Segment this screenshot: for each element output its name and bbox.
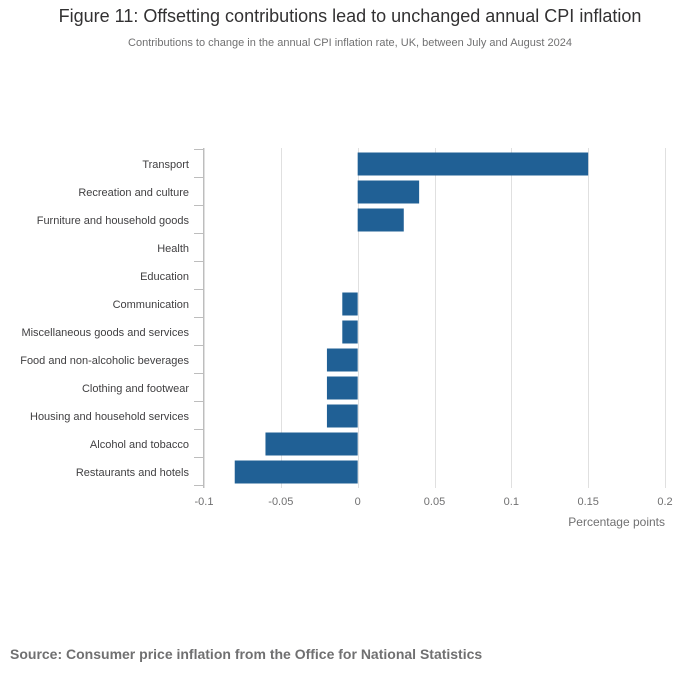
- category-label: Communication: [113, 299, 189, 311]
- x-tick-label: -0.1: [195, 496, 214, 508]
- category-label: Food and non-alcoholic beverages: [20, 355, 189, 367]
- chart-subtitle: Contributions to change in the annual CP…: [128, 37, 572, 49]
- bar: [357, 152, 589, 176]
- category-label: Transport: [142, 159, 189, 171]
- x-tick-label: 0: [355, 496, 361, 508]
- category-label: Health: [157, 243, 189, 255]
- bar: [326, 348, 358, 372]
- x-tick-label: 0.05: [424, 496, 445, 508]
- category-label: Recreation and culture: [78, 187, 189, 199]
- bar: [326, 404, 358, 428]
- x-tick-label: -0.05: [268, 496, 293, 508]
- bar: [265, 432, 358, 456]
- category-label: Restaurants and hotels: [76, 467, 190, 479]
- bar: [357, 180, 420, 204]
- bar: [342, 292, 358, 316]
- x-tick-label: 0.1: [504, 496, 519, 508]
- category-label: Clothing and footwear: [82, 383, 189, 395]
- category-label: Alcohol and tobacco: [90, 439, 189, 451]
- x-tick-label: 0.2: [657, 496, 672, 508]
- bar: [234, 460, 358, 484]
- x-axis-title: Percentage points: [568, 515, 665, 529]
- bar: [326, 376, 358, 400]
- bar: [342, 320, 358, 344]
- x-tick-label: 0.15: [577, 496, 598, 508]
- chart-title: Figure 11: Offsetting contributions lead…: [58, 6, 642, 26]
- category-label: Miscellaneous goods and services: [21, 327, 189, 339]
- source-note: Source: Consumer price inflation from th…: [10, 646, 483, 662]
- category-label: Furniture and household goods: [37, 215, 190, 227]
- category-label: Housing and household services: [30, 411, 189, 423]
- category-label: Education: [140, 271, 189, 283]
- bar: [357, 208, 404, 232]
